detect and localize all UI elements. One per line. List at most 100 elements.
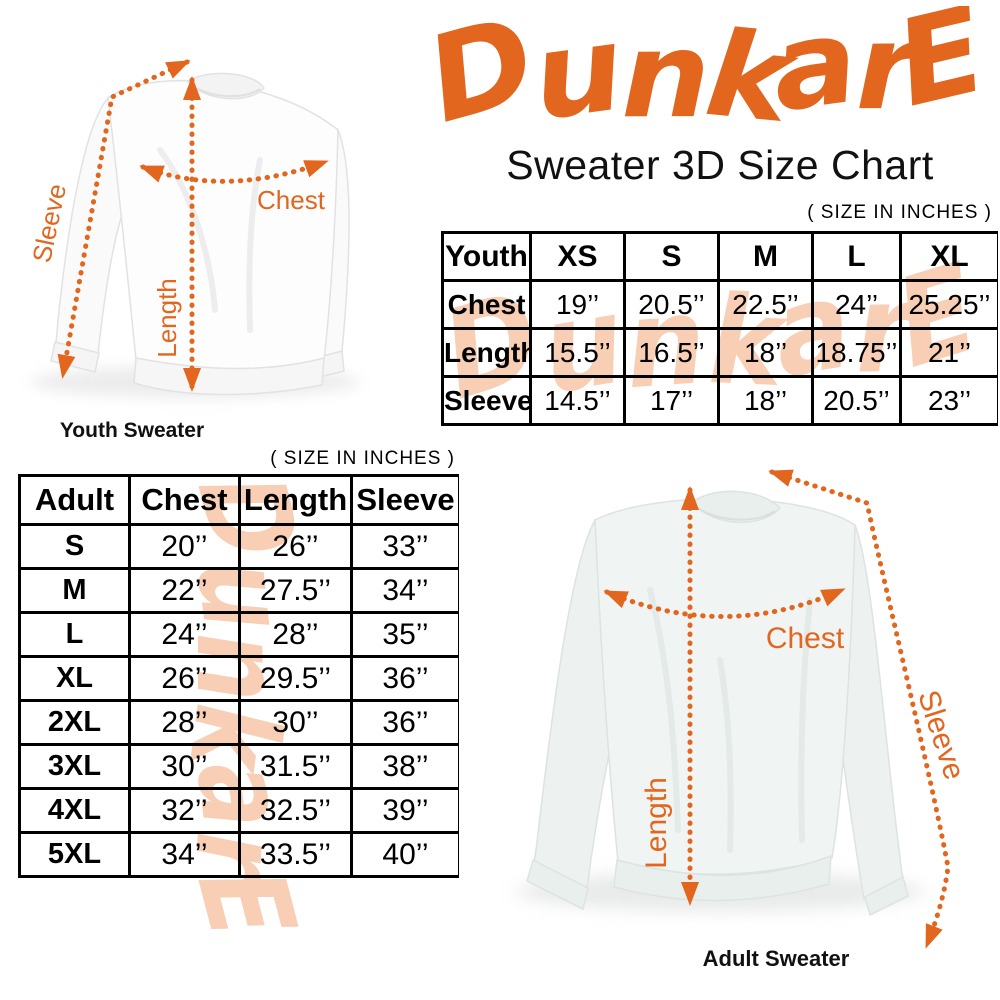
size-cell: 26’’ xyxy=(128,655,241,702)
size-cell: 14.5’’ xyxy=(529,375,626,426)
size-cell: 17’’ xyxy=(623,375,720,426)
adult-fold-line xyxy=(717,657,734,853)
size-cell: 26’’ xyxy=(238,523,353,570)
size-cell: 27.5’’ xyxy=(238,567,353,614)
adult-length-label: Length xyxy=(640,777,673,869)
size-cell: 40’’ xyxy=(350,831,459,878)
size-cell: 39’’ xyxy=(350,787,459,834)
youth-units-note: ( SIZE IN INCHES ) xyxy=(807,202,992,223)
size-cell: 20’’ xyxy=(128,523,241,570)
row-label: 5XL xyxy=(18,831,131,878)
adult-size-row: 5XL 34’’ 33.5’’ 40’’ xyxy=(18,831,459,878)
size-cell: 18.75’’ xyxy=(811,327,902,378)
row-label: S xyxy=(18,523,131,570)
size-cell: 21’’ xyxy=(899,327,998,378)
brand-logo: DunkarE xyxy=(432,6,997,146)
adult-sleeve-label: Sleeve xyxy=(911,686,971,783)
youth-sleeve-arrow xyxy=(57,59,191,379)
youth-col-header: M xyxy=(717,231,814,282)
adult-col-header: Length xyxy=(238,474,353,526)
size-cell: 32’’ xyxy=(128,787,241,834)
youth-length-label: Length xyxy=(152,278,182,358)
size-cell: 25.25’’ xyxy=(899,279,998,330)
youth-col-header: XS xyxy=(529,231,626,282)
adult-size-row: S 20’’ 26’’ 33’’ xyxy=(18,523,459,570)
size-cell: 36’’ xyxy=(350,655,459,702)
youth-col-header: XL xyxy=(899,231,998,282)
adult-header-row: Adult Chest Length Sleeve xyxy=(18,474,459,526)
adult-chest-label: Chest xyxy=(766,622,845,655)
size-cell: 32.5’’ xyxy=(238,787,353,834)
row-label: M xyxy=(18,567,131,614)
brand-logo-text: DunkarE xyxy=(432,6,997,146)
adult-size-row: 3XL 30’’ 31.5’’ 38’’ xyxy=(18,743,459,790)
size-cell: 23’’ xyxy=(899,375,998,426)
adult-size-row: 4XL 32’’ 32.5’’ 39’’ xyxy=(18,787,459,834)
youth-sweater-body xyxy=(107,80,339,372)
adult-left-cuff xyxy=(526,858,589,911)
size-cell: 19’’ xyxy=(529,279,626,330)
youth-sweater-illustration xyxy=(30,72,360,398)
size-cell: 36’’ xyxy=(350,699,459,746)
youth-sleeve-row: Sleeve 14.5’’ 17’’ 18’’ 20.5’’ 23’’ xyxy=(441,375,998,426)
row-label: 2XL xyxy=(18,699,131,746)
youth-sleeve-label: Sleeve xyxy=(26,181,72,265)
youth-header-row: Youth XS S M L XL xyxy=(441,231,998,282)
row-label: Length xyxy=(441,327,532,378)
adult-sleeve-arrow xyxy=(768,469,951,949)
adult-sweater-illustration xyxy=(515,490,925,917)
adult-size-row: L 24’’ 28’’ 35’’ xyxy=(18,611,459,658)
adult-table-area: DunkarE Adult Chest Length Sleeve S 20’’… xyxy=(18,474,459,954)
chart-title: Sweater 3D Size Chart xyxy=(506,142,934,188)
size-cell: 38’’ xyxy=(350,743,459,790)
size-cell: 18’’ xyxy=(717,375,814,426)
youth-table-area: DunkarE Youth XS S M L XL Chest 19’’ 20.… xyxy=(441,231,998,439)
size-cell: 18’’ xyxy=(717,327,814,378)
youth-col-header: L xyxy=(811,231,902,282)
row-label: 3XL xyxy=(18,743,131,790)
size-cell: 24’’ xyxy=(811,279,902,330)
size-cell: 30’’ xyxy=(238,699,353,746)
size-cell: 33.5’’ xyxy=(238,831,353,878)
youth-chest-row: Chest 19’’ 20.5’’ 22.5’’ 24’’ 25.25’’ xyxy=(441,279,998,330)
adult-figure-caption: Adult Sweater xyxy=(702,946,850,971)
adult-fold-line xyxy=(647,587,681,833)
size-cell: 31.5’’ xyxy=(238,743,353,790)
adult-size-table: Adult Chest Length Sleeve S 20’’ 26’’ 33… xyxy=(18,474,459,878)
youth-size-table: Youth XS S M L XL Chest 19’’ 20.5’’ 22.5… xyxy=(441,231,998,426)
adult-units-note: ( SIZE IN INCHES ) xyxy=(270,448,455,469)
adult-size-row: XL 26’’ 29.5’’ 36’’ xyxy=(18,655,459,702)
size-cell: 20.5’’ xyxy=(811,375,902,426)
youth-sweater-figure: Sleeve Length Chest xyxy=(26,59,360,398)
row-label: Sleeve xyxy=(441,375,532,426)
youth-col-header: S xyxy=(623,231,720,282)
row-label: Chest xyxy=(441,279,532,330)
youth-col-header: Youth xyxy=(441,231,532,282)
youth-length-row: Length 15.5’’ 16.5’’ 18’’ 18.75’’ 21’’ xyxy=(441,327,998,378)
adult-size-row: 2XL 28’’ 30’’ 36’’ xyxy=(18,699,459,746)
size-cell: 20.5’’ xyxy=(623,279,720,330)
row-label: 4XL xyxy=(18,787,131,834)
adult-sweater-figure: Length Chest Sleeve xyxy=(515,469,971,949)
size-cell: 28’’ xyxy=(238,611,353,658)
adult-col-header: Chest xyxy=(128,474,241,526)
size-cell: 29.5’’ xyxy=(238,655,353,702)
youth-chest-arrow xyxy=(139,159,329,184)
adult-col-header: Adult xyxy=(18,474,131,526)
size-cell: 35’’ xyxy=(350,611,459,658)
size-cell: 15.5’’ xyxy=(529,327,626,378)
size-cell: 30’’ xyxy=(128,743,241,790)
size-cell: 34’’ xyxy=(128,831,241,878)
adult-size-row: M 22’’ 27.5’’ 34’’ xyxy=(18,567,459,614)
youth-figure-caption: Youth Sweater xyxy=(59,419,205,442)
size-cell: 34’’ xyxy=(350,567,459,614)
size-cell: 33’’ xyxy=(350,523,459,570)
size-cell: 22.5’’ xyxy=(717,279,814,330)
size-cell: 22’’ xyxy=(128,567,241,614)
row-label: L xyxy=(18,611,131,658)
adult-col-header: Sleeve xyxy=(350,474,459,526)
size-cell: 28’’ xyxy=(128,699,241,746)
size-cell: 16.5’’ xyxy=(623,327,720,378)
size-cell: 24’’ xyxy=(128,611,241,658)
